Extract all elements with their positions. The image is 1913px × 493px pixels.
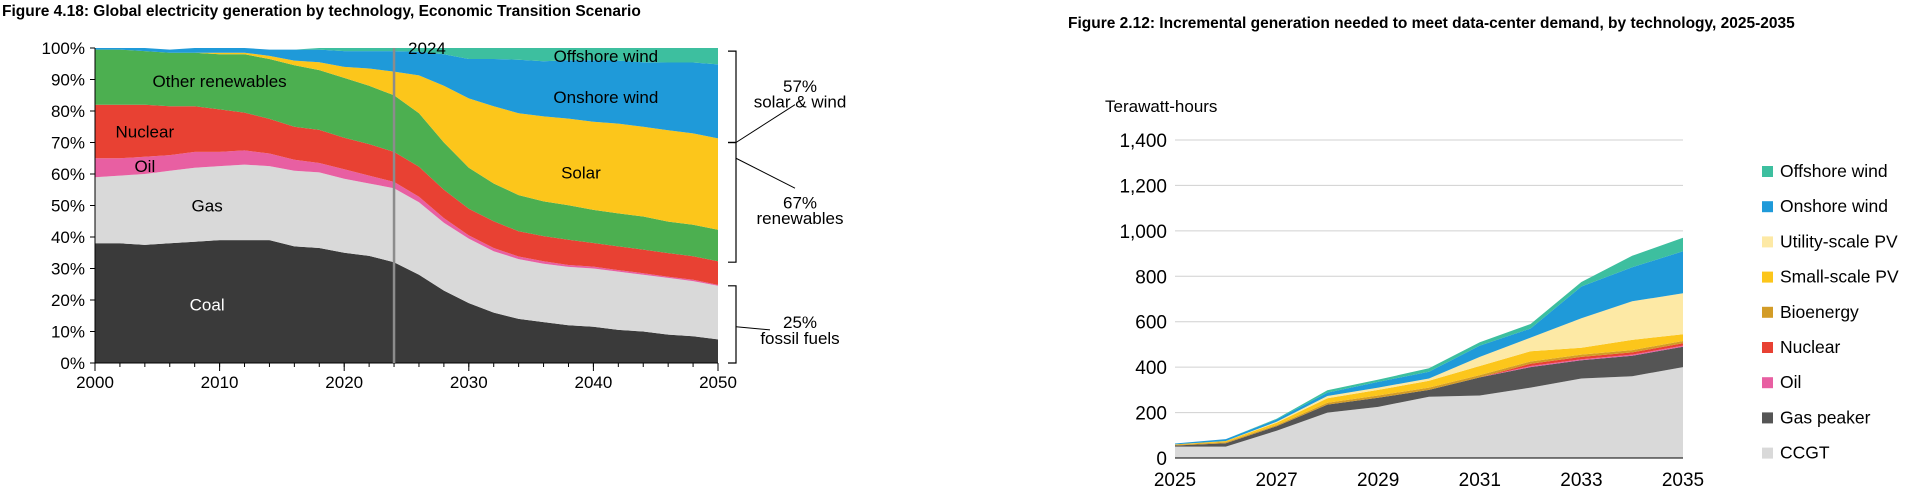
y-tick-label: 800 xyxy=(1135,267,1167,288)
legend-swatch-small-scale-pv xyxy=(1762,271,1773,283)
x-tick-label: 2035 xyxy=(1662,470,1704,491)
y-tick-label: 200 xyxy=(1135,404,1167,425)
renewables-pointer xyxy=(735,157,796,189)
right-chart-title: Figure 2.12: Incremental generation need… xyxy=(1068,15,1795,32)
x-tick-label: 2033 xyxy=(1560,470,1602,491)
year-marker-label: 2024 xyxy=(408,39,446,58)
x-tick-label: 2031 xyxy=(1459,470,1501,491)
area-coal xyxy=(95,240,718,363)
y-tick-label: 10% xyxy=(51,323,85,342)
solar-wind-text: solar & wind xyxy=(754,93,847,112)
y-tick-label: 0% xyxy=(60,354,85,373)
onshore-wind-label: Onshore wind xyxy=(553,88,658,107)
y-tick-label: 70% xyxy=(51,134,85,153)
y-tick-label: 30% xyxy=(51,260,85,279)
y-tick-label: 1,000 xyxy=(1119,222,1167,243)
x-tick-label: 2025 xyxy=(1154,470,1196,491)
legend-swatch-ccgt xyxy=(1762,447,1773,459)
renewables-text: renewables xyxy=(757,209,844,228)
y-tick-label: 0 xyxy=(1156,449,1167,470)
legend-swatch-gas-peaker xyxy=(1762,412,1773,424)
legend-swatch-onshore-wind xyxy=(1762,201,1773,213)
x-tick-label: 2040 xyxy=(574,373,612,392)
y-tick-label: 100% xyxy=(42,39,85,58)
area-other-renewables xyxy=(95,49,718,262)
y-axis-title: Terawatt-hours xyxy=(1105,97,1217,116)
legend-swatch-oil xyxy=(1762,377,1773,389)
legend-label-gas-peaker: Gas peaker xyxy=(1780,407,1871,427)
area-oil xyxy=(1175,345,1683,446)
y-tick-label: 50% xyxy=(51,197,85,216)
x-tick-label: 2050 xyxy=(699,373,737,392)
legend-swatch-offshore-wind xyxy=(1762,166,1773,177)
y-tick-label: 1,200 xyxy=(1119,176,1167,197)
coal-label: Coal xyxy=(190,296,225,315)
y-tick-label: 20% xyxy=(51,291,85,310)
legend-label-offshore-wind: Offshore wind xyxy=(1780,161,1888,181)
y-tick-label: 600 xyxy=(1135,313,1167,334)
x-tick-label: 2030 xyxy=(450,373,488,392)
area-oil xyxy=(95,150,718,286)
offshore-wind-label: Offshore wind xyxy=(554,47,659,66)
legend-swatch-nuclear xyxy=(1762,342,1773,353)
nuclear-label: Nuclear xyxy=(116,122,175,141)
left-chart-title: Figure 4.18: Global electricity generati… xyxy=(2,3,641,20)
solar-wind-pct: 57% xyxy=(783,77,817,96)
bracket-fossil xyxy=(728,285,737,364)
area-onshore-wind xyxy=(95,48,718,139)
solar-label: Solar xyxy=(561,163,601,182)
y-tick-label: 80% xyxy=(51,102,85,121)
area-nuclear xyxy=(95,104,718,285)
y-tick-label: 60% xyxy=(51,165,85,184)
legend-label-ccgt: CCGT xyxy=(1780,443,1830,463)
legend-swatch-bioenergy xyxy=(1762,306,1773,318)
fossil-pct: 25% xyxy=(783,313,817,332)
y-tick-label: 1,400 xyxy=(1119,131,1167,152)
legend-swatch-utility-scale-pv xyxy=(1762,236,1773,248)
x-tick-label: 2020 xyxy=(325,373,363,392)
area-onshore-wind xyxy=(1175,251,1683,445)
other-renewables-label: Other renewables xyxy=(153,72,287,91)
area-offshore-wind xyxy=(95,48,718,65)
area-offshore-wind xyxy=(1175,237,1683,444)
area-gas xyxy=(95,164,718,340)
y-tick-label: 400 xyxy=(1135,358,1167,379)
y-tick-label: 90% xyxy=(51,71,85,90)
area-solar xyxy=(95,49,718,230)
area-utility-scale-pv xyxy=(1175,293,1683,445)
area-small-scale-pv xyxy=(1175,334,1683,445)
x-tick-label: 2027 xyxy=(1255,470,1297,491)
legend-label-onshore-wind: Onshore wind xyxy=(1780,196,1888,216)
x-tick-label: 2000 xyxy=(76,373,114,392)
gas-label: Gas xyxy=(192,197,223,216)
x-tick-label: 2029 xyxy=(1357,470,1399,491)
area-nuclear xyxy=(1175,343,1683,446)
legend-label-small-scale-pv: Small-scale PV xyxy=(1780,267,1899,287)
x-tick-label: 2010 xyxy=(201,373,239,392)
legend-label-utility-scale-pv: Utility-scale PV xyxy=(1780,231,1898,251)
renewables-pct: 67% xyxy=(783,193,817,212)
legend-label-bioenergy: Bioenergy xyxy=(1780,302,1859,322)
electricity-generation-share-chart: 0% 10% 20% 30% 40% 50% 60% 70% 80% 90% 100% 2000 201… xyxy=(42,39,847,392)
fossil-pointer xyxy=(735,326,771,331)
fossil-text: fossil fuels xyxy=(760,329,839,348)
bracket-renewables xyxy=(728,141,737,263)
legend-label-nuclear: Nuclear xyxy=(1780,337,1840,357)
area-gas-peaker xyxy=(1175,346,1683,447)
oil-label: Oil xyxy=(134,157,155,176)
y-tick-label: 40% xyxy=(51,228,85,247)
area-bioenergy xyxy=(1175,341,1683,446)
area-ccgt xyxy=(1175,367,1683,458)
legend-label-oil: Oil xyxy=(1780,372,1801,392)
solar-wind-pointer xyxy=(735,104,796,143)
